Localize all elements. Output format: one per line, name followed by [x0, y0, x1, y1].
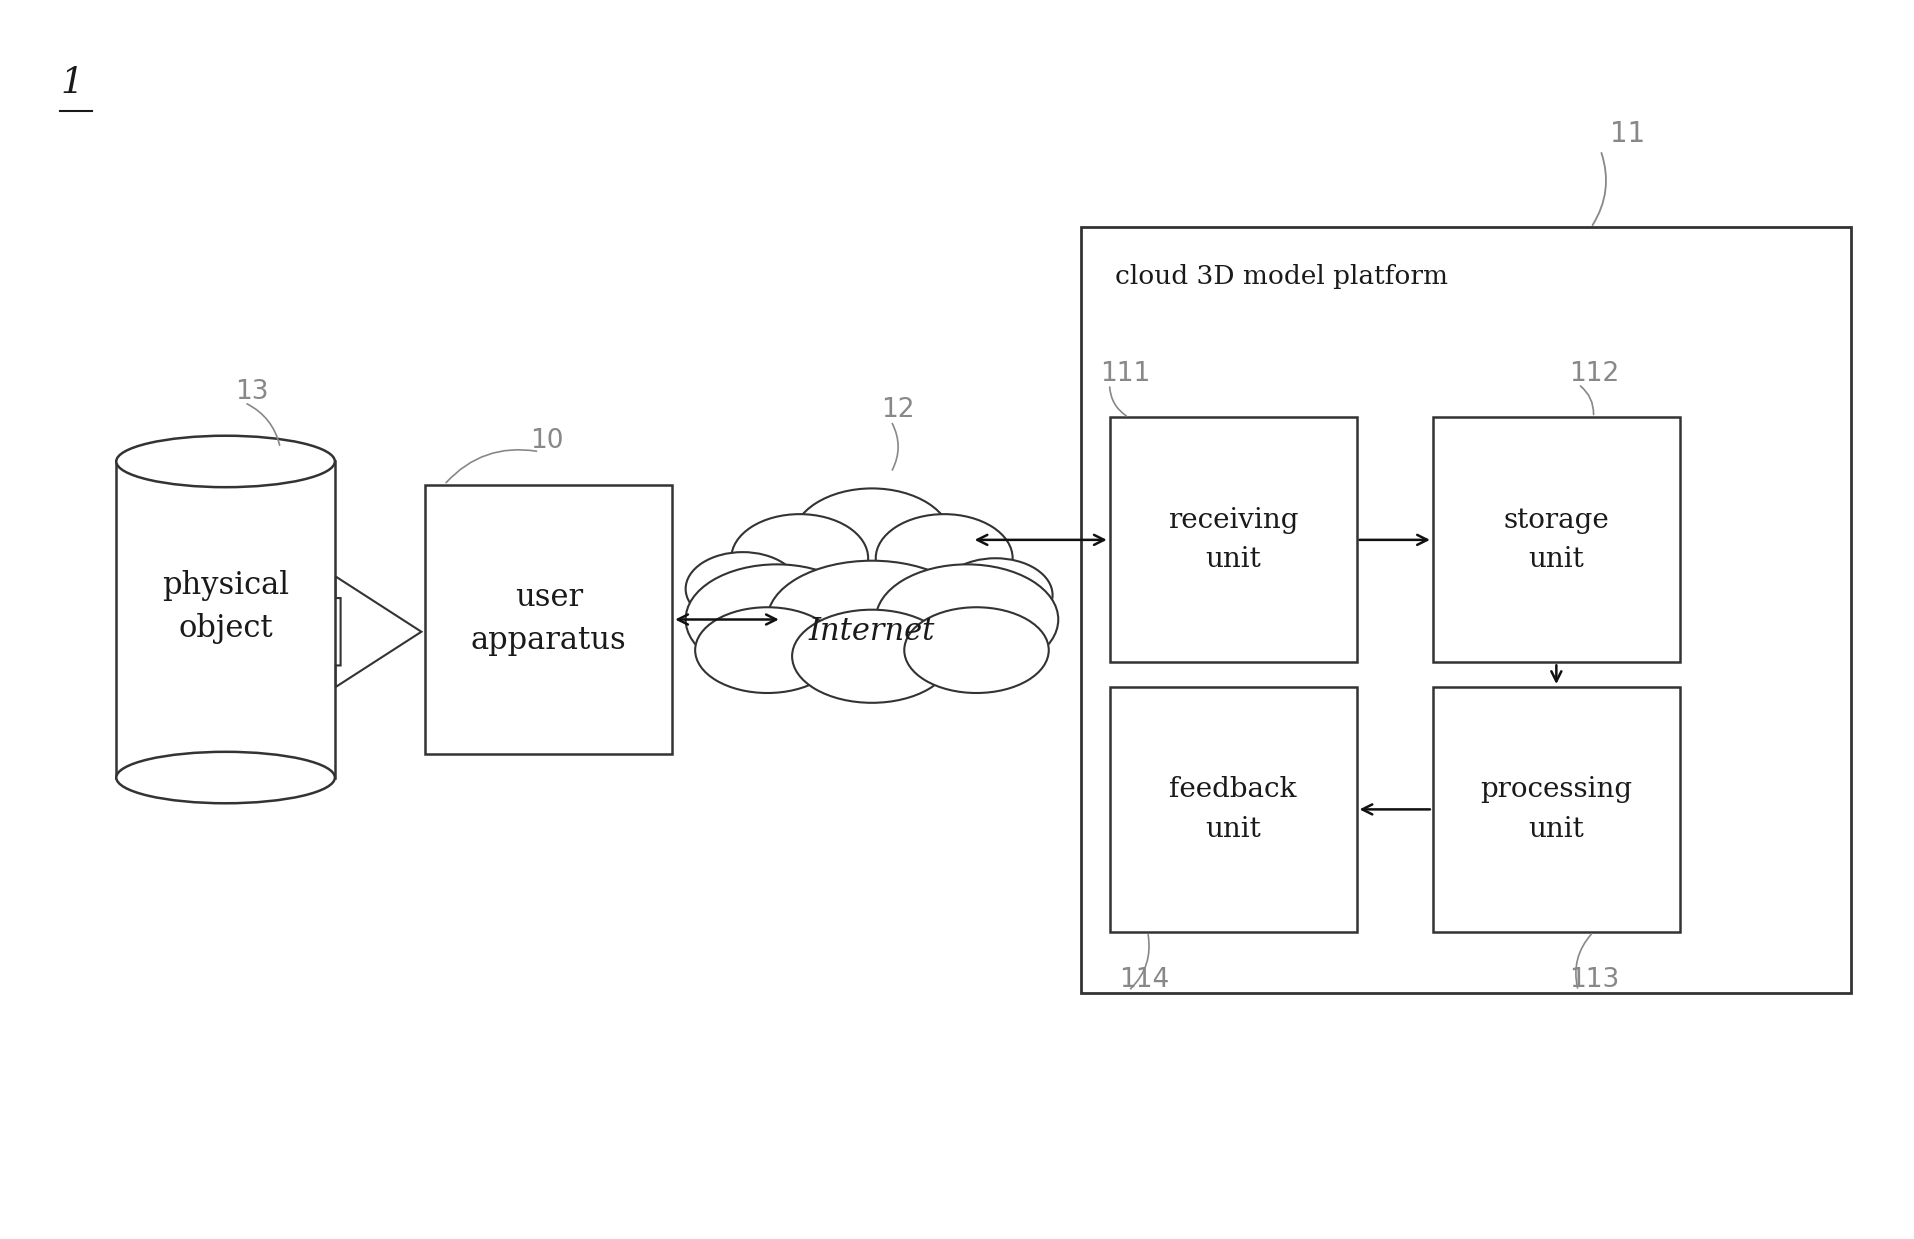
- Text: processing
unit: processing unit: [1480, 776, 1631, 843]
- Text: 114: 114: [1118, 968, 1169, 994]
- Text: physical
object: physical object: [163, 570, 289, 644]
- Text: 111: 111: [1099, 361, 1150, 387]
- Text: user
apparatus: user apparatus: [471, 582, 626, 657]
- FancyArrow shape: [335, 576, 421, 686]
- Bar: [1108, 418, 1355, 663]
- Text: cloud 3D model platform: cloud 3D model platform: [1114, 264, 1447, 289]
- Bar: [1108, 686, 1355, 932]
- Text: 11: 11: [1610, 120, 1644, 147]
- Ellipse shape: [685, 553, 800, 626]
- Text: storage
unit: storage unit: [1502, 507, 1608, 574]
- Bar: [119, 461, 333, 486]
- Text: 112: 112: [1568, 361, 1617, 387]
- Bar: [1432, 418, 1679, 663]
- Bar: [1432, 686, 1679, 932]
- Ellipse shape: [903, 607, 1049, 693]
- Ellipse shape: [792, 610, 951, 703]
- Ellipse shape: [685, 565, 867, 674]
- Text: 10: 10: [530, 429, 563, 455]
- Ellipse shape: [117, 752, 335, 803]
- Text: feedback
unit: feedback unit: [1169, 776, 1296, 843]
- Text: 13: 13: [235, 379, 268, 405]
- Ellipse shape: [117, 436, 335, 487]
- Ellipse shape: [875, 514, 1013, 602]
- Ellipse shape: [731, 514, 867, 602]
- Bar: [117, 461, 335, 778]
- Text: 12: 12: [880, 398, 915, 424]
- Text: 1: 1: [59, 66, 82, 99]
- Bar: [1081, 228, 1851, 994]
- Ellipse shape: [695, 607, 838, 693]
- Bar: [425, 484, 672, 755]
- Ellipse shape: [792, 488, 951, 591]
- Ellipse shape: [875, 565, 1058, 674]
- Text: Internet: Internet: [808, 616, 934, 647]
- Text: 113: 113: [1568, 968, 1617, 994]
- Ellipse shape: [938, 559, 1053, 632]
- Text: receiving
unit: receiving unit: [1168, 507, 1298, 574]
- Ellipse shape: [768, 561, 976, 678]
